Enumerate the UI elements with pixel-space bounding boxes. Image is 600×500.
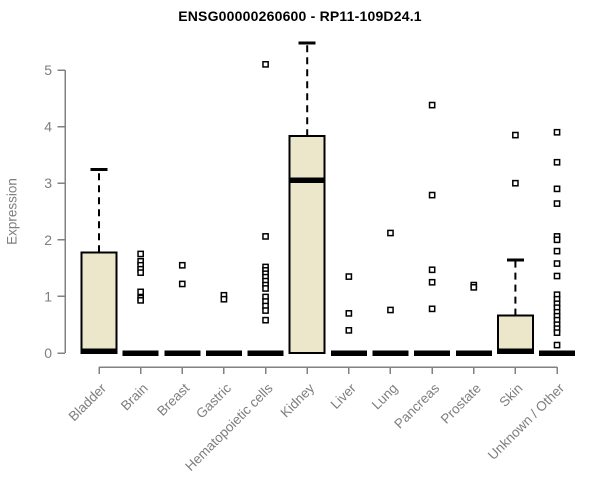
x-tick-label: Unknown / Other	[485, 380, 568, 463]
outlier-point	[553, 158, 561, 166]
outlier-point	[178, 261, 186, 269]
box	[288, 135, 326, 354]
outlier-point	[553, 272, 561, 280]
outlier-point	[262, 316, 269, 324]
x-tick-label: Gastric	[193, 380, 234, 421]
outlier-point	[262, 285, 269, 292]
outlier-point	[137, 269, 144, 276]
outlier-point	[428, 101, 436, 109]
outlier-point	[428, 278, 436, 286]
outlier-point	[345, 273, 353, 280]
x-tick-label: Skin	[496, 381, 525, 410]
outlier-point	[553, 185, 561, 193]
x-tick-label: Liver	[328, 380, 360, 412]
y-tick-label: 5	[44, 62, 52, 78]
outlier-point	[512, 131, 519, 139]
y-tick-label: 2	[44, 232, 52, 248]
outlier-point	[137, 297, 144, 304]
outlier-point	[512, 179, 519, 187]
x-tick-label: Pancreas	[391, 380, 442, 431]
outlier-point	[345, 327, 353, 334]
x-tick-label: Kidney	[278, 380, 318, 420]
outlier-point	[178, 280, 186, 288]
y-tick-label: 4	[44, 119, 52, 135]
x-tick-label: Bladder	[66, 380, 110, 424]
outlier-point	[553, 128, 561, 136]
outlier-point	[553, 329, 561, 336]
outlier-point	[262, 233, 269, 240]
outlier-point	[387, 306, 394, 314]
outlier-point	[262, 60, 269, 68]
x-tick-label: Breast	[154, 380, 192, 418]
outlier-point	[470, 283, 478, 291]
outlier-point	[428, 266, 436, 274]
outlier-point	[428, 305, 436, 313]
x-tick-label: Prostate	[438, 381, 484, 427]
outlier-point	[345, 310, 353, 317]
outlier-point	[137, 288, 144, 296]
outlier-point	[553, 341, 561, 349]
outlier-point	[220, 295, 228, 303]
box	[496, 314, 534, 355]
outlier-point	[428, 191, 436, 199]
y-tick-label: 3	[44, 175, 52, 191]
x-tick-label: Brain	[118, 381, 151, 414]
outlier-point	[262, 307, 269, 314]
outlier-point	[137, 250, 144, 258]
outlier-point	[387, 229, 394, 237]
outlier-point	[553, 200, 561, 207]
outlier-point	[553, 260, 561, 267]
x-tick-label: Lung	[369, 381, 401, 413]
outlier-point	[553, 247, 561, 255]
box	[80, 251, 118, 354]
y-tick-label: 1	[44, 288, 52, 304]
y-tick-label: 0	[44, 345, 52, 361]
outlier-point	[553, 236, 561, 244]
chart-title: ENSG00000260600 - RP11-109D24.1	[178, 8, 422, 24]
